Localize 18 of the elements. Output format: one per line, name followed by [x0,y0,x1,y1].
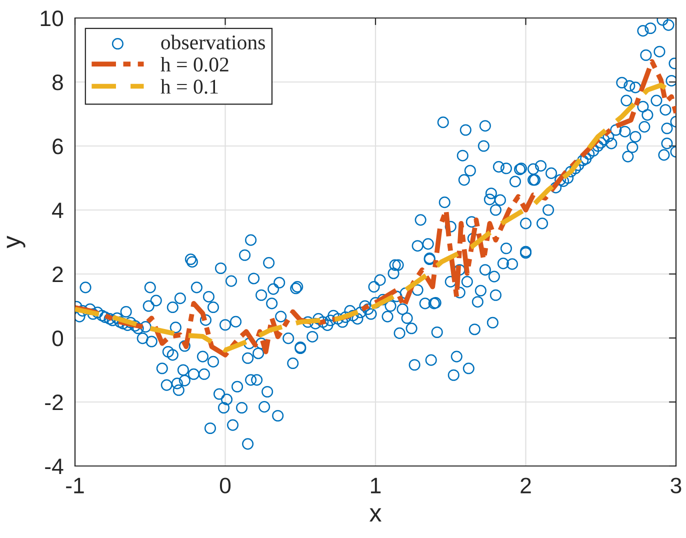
legend-label: h = 0.1 [160,79,218,94]
x-tick-label: 1 [371,478,381,494]
x-tick-label: -1 [66,478,84,494]
y-tick-label: 6 [52,138,63,154]
x-tick-label: 0 [220,478,231,494]
y-axis-title: y [6,236,26,248]
x-tick-label: 2 [520,478,531,494]
y-tick-label: 10 [40,10,64,26]
y-tick-label: -4 [45,458,64,474]
legend-label: observations [161,34,265,50]
y-tick-label: 0 [52,330,64,346]
y-tick-label: 2 [52,266,63,282]
y-tick-label: 8 [52,74,63,90]
legend-label: h = 0.02 [160,56,228,72]
y-tick-label: 4 [52,202,64,218]
x-tick-label: 3 [670,478,682,494]
x-axis-title: x [370,508,382,522]
y-tick-label: -2 [45,394,63,410]
